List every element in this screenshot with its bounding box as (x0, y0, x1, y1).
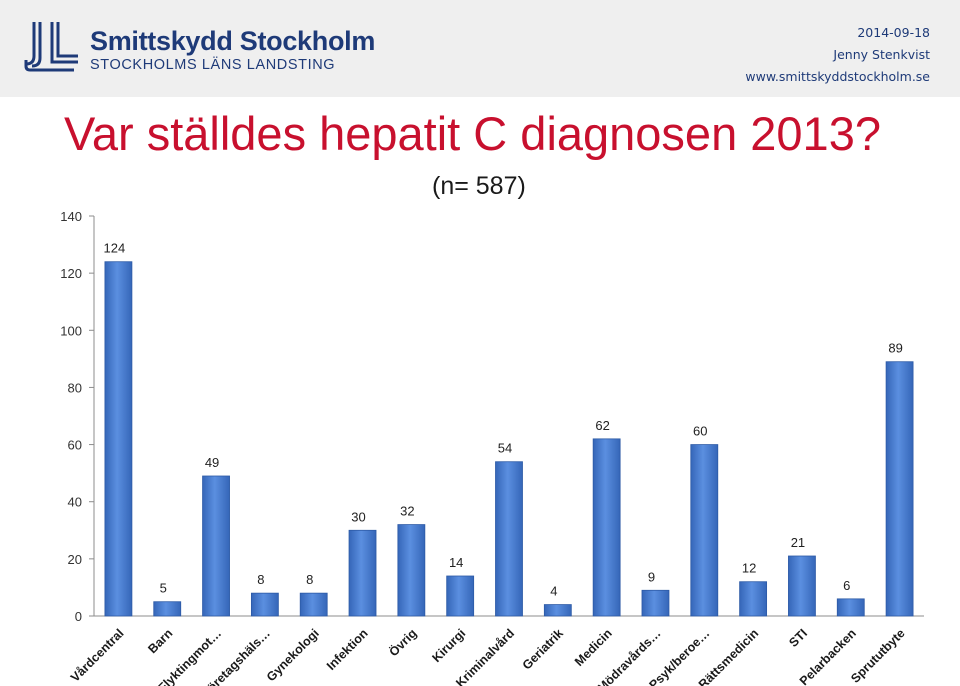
data-label: 124 (104, 241, 126, 256)
y-tick-label: 120 (60, 266, 82, 281)
x-axis-labels: Vårdcentral BarnFlyktingmot…Företagshäls…… (68, 626, 908, 686)
header-bar: Smittskydd Stockholm STOCKHOLMS LÄNS LAN… (0, 0, 960, 97)
y-tick-label: 0 (75, 609, 82, 624)
data-label: 54 (498, 441, 512, 456)
bar (739, 581, 768, 617)
y-tick-label: 80 (68, 380, 82, 395)
bar (641, 589, 670, 617)
org-subtitle: STOCKHOLMS LÄNS LANDSTING (90, 57, 336, 73)
bar (543, 604, 572, 617)
bar (104, 261, 133, 617)
y-tick-label: 20 (68, 552, 82, 567)
bar (446, 575, 475, 617)
data-label: 62 (595, 418, 609, 433)
data-label: 12 (742, 561, 756, 576)
y-tick-label: 40 (68, 495, 82, 510)
y-tick-label: 100 (60, 323, 82, 338)
bar (202, 475, 230, 617)
header-author: Jenny Stenkvist (833, 47, 930, 62)
logo-icon (24, 22, 78, 72)
data-label: 32 (400, 504, 414, 519)
data-label: 49 (205, 455, 219, 470)
org-name: Smittskydd Stockholm (90, 26, 376, 56)
slide-title: Var ställdes hepatit C diagnosen 2013? (64, 107, 881, 160)
bar (348, 529, 377, 617)
x-tick-label: Geriatrik (520, 626, 566, 672)
bar (788, 555, 816, 617)
x-tick-label: Gynekologi (264, 626, 322, 684)
data-label: 9 (648, 569, 655, 584)
x-tick-label: Övrig (386, 626, 420, 660)
bar (690, 444, 719, 617)
data-label: 89 (888, 341, 902, 356)
bar (885, 361, 914, 617)
slide-subtitle: (n= 587) (432, 172, 526, 200)
data-label: 8 (257, 572, 264, 587)
data-label: 6 (843, 578, 850, 593)
bar (592, 438, 621, 617)
data-label: 21 (791, 535, 805, 550)
data-label: 5 (160, 581, 167, 596)
x-tick-label: Infektion (324, 626, 371, 673)
data-label: 8 (306, 572, 313, 587)
data-label: 30 (351, 509, 365, 524)
bars-group: 124 5 49 8 8 30 32 14 54 4 62 9 60 12 21 6 89 (104, 241, 914, 617)
header-date: 2014-09-18 (857, 25, 930, 40)
x-tick-label: Medicin (572, 626, 615, 669)
bar-chart: 0 20 40 60 80 100 120 140 124 5 49 8 8 30 32 14 54 4 62 9 6… (60, 209, 924, 686)
bar (836, 598, 865, 617)
bar (250, 592, 279, 617)
data-label: 4 (550, 584, 557, 599)
bar (299, 592, 328, 617)
data-label: 60 (693, 424, 707, 439)
header-meta: 2014-09-18 Jenny Stenkvist www.smittskyd… (745, 22, 930, 88)
header-website[interactable]: www.smittskyddstockholm.se (745, 69, 930, 84)
x-tick-label: Vårdcentral (68, 626, 127, 685)
bar (153, 601, 182, 617)
x-tick-label: STI (786, 626, 810, 650)
y-tick-label: 140 (60, 209, 82, 224)
x-tick-label: Kirurgi (429, 626, 468, 665)
y-tick-label: 60 (68, 438, 82, 453)
bar (397, 524, 426, 617)
bar (495, 461, 523, 617)
data-label: 14 (449, 555, 463, 570)
x-tick-label: Barn (145, 626, 175, 656)
